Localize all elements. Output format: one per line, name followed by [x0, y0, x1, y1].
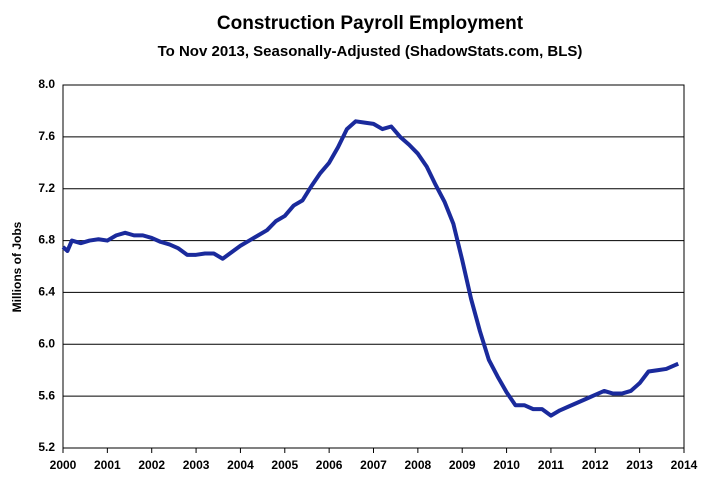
x-tick-label: 2002 — [138, 458, 165, 472]
x-tick-label: 2000 — [50, 458, 77, 472]
y-axis-label: Millions of Jobs — [10, 221, 24, 312]
x-tick-label: 2006 — [316, 458, 343, 472]
y-tick-label: 7.2 — [38, 181, 55, 195]
x-tick-label: 2010 — [493, 458, 520, 472]
x-tick-label: 2011 — [538, 458, 564, 472]
y-tick-label: 6.8 — [38, 233, 55, 247]
y-tick-label: 5.6 — [38, 388, 55, 402]
x-tick-label: 2012 — [582, 458, 609, 472]
x-tick-label: 2009 — [449, 458, 476, 472]
plot-border — [62, 84, 685, 449]
x-tick-label: 2003 — [183, 458, 210, 472]
x-tick-label: 2004 — [227, 458, 254, 472]
y-tick-label: 8.0 — [38, 77, 55, 91]
y-tick-label: 6.4 — [38, 285, 55, 299]
chart-title: Construction Payroll Employment — [217, 13, 524, 34]
x-tick-label: 2008 — [405, 458, 432, 472]
y-tick-label: 6.0 — [38, 336, 55, 350]
x-tick-label: 2005 — [271, 458, 298, 472]
x-tick-label: 2013 — [626, 458, 653, 472]
x-tick-label: 2014 — [671, 458, 698, 472]
y-tick-label: 7.6 — [38, 129, 55, 143]
data-line — [61, 119, 680, 418]
x-tick-label: 2007 — [360, 458, 387, 472]
y-tick-label: 5.2 — [38, 440, 55, 454]
x-tick-label: 2001 — [94, 458, 121, 472]
chart-subtitle: To Nov 2013, Seasonally-Adjusted (Shadow… — [158, 43, 583, 60]
